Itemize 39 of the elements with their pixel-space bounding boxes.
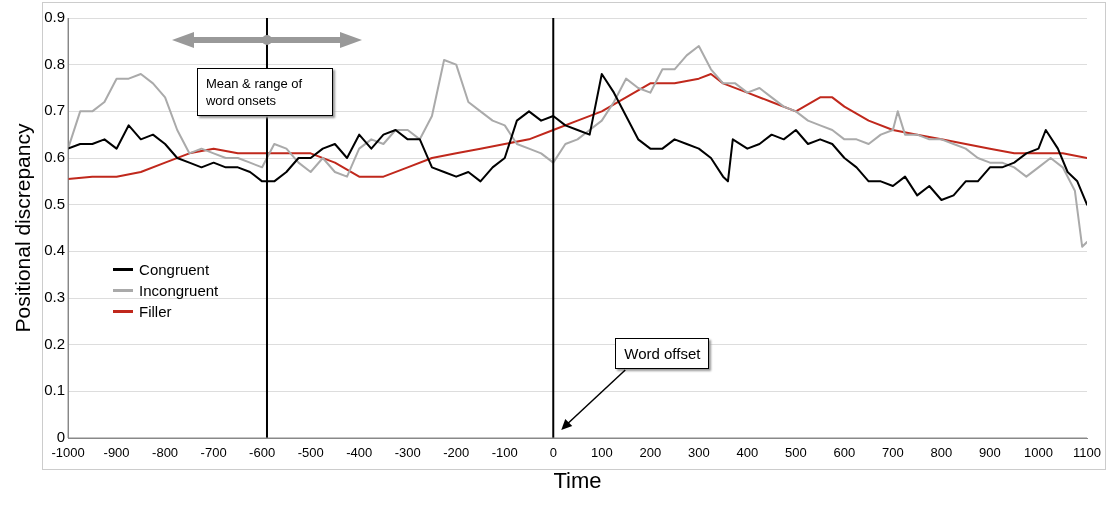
y-axis-title: Positional discrepancy (11, 123, 35, 333)
x-tick-label: 200 (639, 445, 662, 461)
x-tick-label: 900 (979, 445, 1001, 461)
x-tick-label: -700 (200, 445, 227, 461)
legend-label: Congruent (139, 261, 210, 279)
y-tick-label: 0 (56, 428, 66, 446)
x-tick-label: 600 (833, 445, 856, 461)
x-tick-label: 500 (785, 445, 807, 461)
x-tick-label: 0 (549, 445, 557, 461)
y-tick-label: 0.3 (44, 288, 66, 306)
x-tick-label: 400 (736, 445, 759, 461)
x-axis-title: Time (553, 467, 602, 493)
y-tick-label: 0.7 (44, 101, 66, 119)
x-tick-label: 100 (590, 445, 613, 461)
x-tick-label: 700 (882, 445, 904, 461)
y-tick-label: 0.1 (44, 381, 66, 399)
x-tick-label: -1000 (51, 445, 85, 461)
x-tick-label: -100 (491, 445, 518, 461)
y-tick-label: 0.4 (44, 241, 66, 259)
y-tick-label: 0.8 (44, 54, 66, 72)
legend-label: Filler (139, 303, 172, 321)
legend-label: Incongruent (139, 282, 219, 300)
annotation: Word offset (615, 338, 710, 369)
x-tick-label: -400 (346, 445, 373, 461)
x-tick-label: 1000 (1024, 445, 1053, 461)
annotation: Mean & range of word onsets (196, 68, 333, 116)
x-tick-label: -900 (103, 445, 130, 461)
x-tick-label: -600 (249, 445, 276, 461)
y-tick-label: 0.2 (44, 334, 66, 352)
x-tick-label: 1100 (1073, 445, 1101, 461)
x-tick-label: -300 (394, 445, 421, 461)
x-tick-label: -200 (443, 445, 470, 461)
x-tick-label: 300 (687, 445, 710, 461)
y-tick-label: 0.5 (44, 194, 66, 212)
x-tick-label: -800 (152, 445, 179, 461)
x-tick-label: 800 (930, 445, 953, 461)
y-tick-label: 0.9 (44, 8, 66, 26)
y-tick-label: 0.6 (44, 148, 66, 166)
x-tick-label: -500 (297, 445, 324, 461)
